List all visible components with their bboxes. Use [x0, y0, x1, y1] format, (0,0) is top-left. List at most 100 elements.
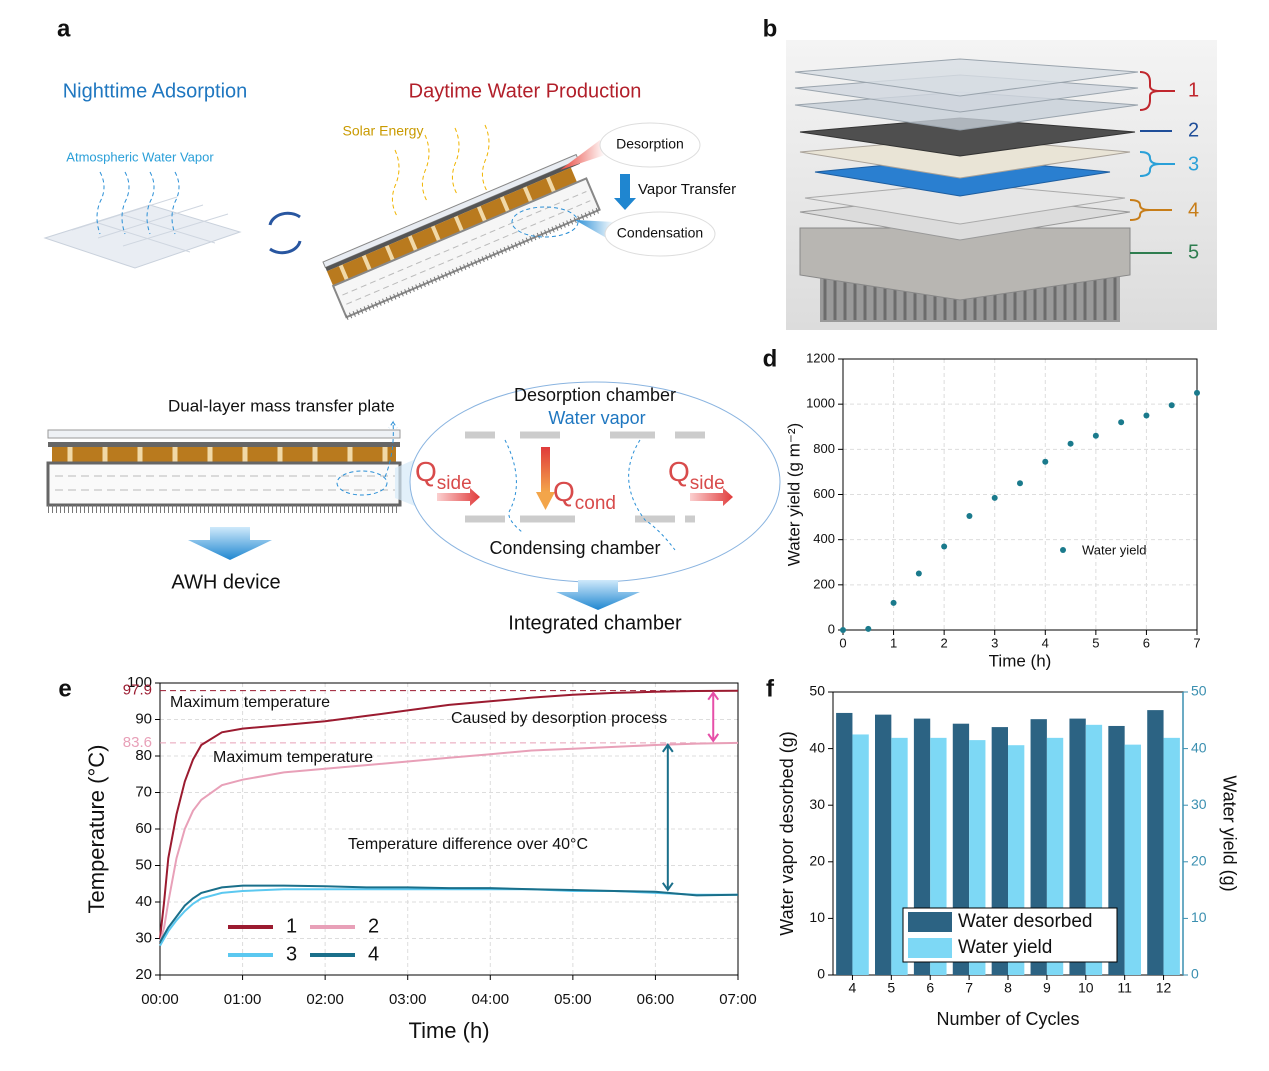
adsorbent-stripes	[67, 447, 388, 463]
point	[915, 570, 922, 577]
transfer-arrow-head	[614, 198, 636, 210]
vapor-arrows	[96, 171, 180, 235]
condensation-label: Condensation	[617, 225, 703, 241]
arrow	[707, 690, 720, 743]
x-tick-label: 07:00	[719, 991, 757, 1008]
x-tick-label: 4	[1042, 635, 1049, 650]
y2-tick-label: 30	[1191, 796, 1207, 812]
x-tick-label: 4	[849, 980, 857, 996]
point	[1042, 458, 1049, 465]
plot-frame	[842, 358, 1198, 631]
x-tick-label: 0	[839, 635, 846, 650]
y-axis-label: Water vapor desorbed (g)	[777, 731, 797, 935]
solar-label: Solar Energy	[343, 123, 424, 139]
legend-marker	[1060, 547, 1066, 553]
vapor-paths	[504, 439, 676, 551]
legend-swatch	[908, 938, 952, 958]
y-tick-label: 600	[813, 486, 835, 501]
left-title: Nighttime Adsorption	[63, 80, 248, 102]
x-tick-label: 9	[1043, 980, 1051, 996]
point	[1168, 402, 1175, 409]
layer-4b	[804, 182, 1126, 225]
y-tick-label: 30	[809, 796, 825, 812]
y-tick-label: 400	[813, 531, 835, 546]
x-tick-label: 06:00	[637, 991, 675, 1008]
x-tick-label: 1	[890, 635, 897, 650]
q-side-arrow	[690, 488, 733, 506]
x-tick-label: 05:00	[554, 991, 592, 1008]
down-arrow	[188, 527, 272, 560]
panel-c: Dual-layer mass transfer plate AWH devic…	[46, 381, 781, 634]
y-tick-label: 100	[127, 674, 152, 691]
plates	[465, 431, 705, 523]
callout-number: 2	[1188, 119, 1199, 141]
condensing-chamber: Condensing chamber	[489, 538, 660, 558]
down-arrow	[556, 580, 640, 610]
series-line	[159, 888, 738, 947]
x-tick-label: 10	[1078, 980, 1094, 996]
q-side-arrow	[437, 488, 480, 506]
vapor-label: Atmospheric Water Vapor	[66, 149, 214, 164]
point	[1017, 480, 1023, 487]
q-cond-head	[536, 492, 555, 510]
panel-letter: e	[58, 675, 71, 702]
legend-swatch	[908, 912, 952, 932]
bar	[836, 712, 853, 975]
desorption-cone	[560, 140, 605, 170]
y-tick-label: 70	[135, 783, 152, 800]
legend-label: 1	[286, 915, 297, 937]
legend-label: 3	[286, 943, 297, 965]
x-tick-label: 01:00	[224, 991, 262, 1008]
q-side: Qside	[668, 456, 725, 494]
series-line	[159, 689, 739, 939]
y-tick-label: 0	[828, 621, 835, 636]
y-tick-label: 30	[135, 929, 152, 946]
point	[1067, 440, 1074, 447]
x-tick-label: 7	[965, 980, 973, 996]
annotation: Caused by desorption process	[451, 710, 667, 727]
point	[890, 599, 897, 606]
transfer-label: Vapor Transfer	[638, 181, 736, 198]
glass	[47, 429, 401, 439]
x-tick-label: 2	[941, 635, 948, 650]
panel-letter: f	[766, 675, 775, 702]
y-tick-label: 90	[135, 710, 152, 727]
panel-b: b 1 2 3 4 5	[763, 15, 1217, 330]
subscript: side	[690, 473, 725, 494]
bar	[1163, 737, 1180, 975]
point	[966, 512, 973, 519]
chart-d: d 0 200 400 600 800 1000 1200 0 1 2 3 4 5 6 7 Time (h) Wa…	[763, 345, 1201, 670]
x-axis-label: Number of Cycles	[936, 1009, 1079, 1029]
y2-tick-label: 50	[1191, 683, 1207, 699]
x-tick-label: 7	[1193, 635, 1200, 650]
y2-axis-label: Water yield (g)	[1219, 775, 1239, 891]
plate-label: Dual-layer mass transfer plate	[168, 396, 395, 415]
x-tick-label: 6	[926, 980, 934, 996]
x-tick-label: 02:00	[306, 991, 344, 1008]
y2-tick-label: 10	[1191, 909, 1207, 925]
layer-2	[799, 117, 1136, 157]
subscript: cond	[575, 493, 616, 514]
y-axis-label: Temperature (°C)	[84, 745, 109, 914]
reference-label: 97.9	[123, 682, 152, 699]
y-tick-label: 50	[809, 683, 825, 699]
y-tick-label: 20	[135, 966, 152, 983]
y-tick-label: 1200	[806, 350, 835, 365]
point	[865, 625, 872, 632]
y-tick-label: 0	[817, 966, 825, 982]
x-tick-label: 03:00	[389, 991, 427, 1008]
bar	[1124, 744, 1141, 975]
transfer-arrow	[620, 174, 630, 198]
x-tick-label: 12	[1156, 980, 1172, 996]
point	[1143, 412, 1150, 419]
legend-label: 4	[368, 943, 379, 965]
annotation: Temperature difference over 40°C	[348, 836, 588, 853]
y2-tick-label: 20	[1191, 853, 1207, 869]
water-vapor: Water vapor	[548, 408, 645, 428]
device	[322, 153, 601, 320]
x-axis-label: Time (h)	[989, 651, 1052, 670]
y-axis-label: Water yield (g m⁻²)	[784, 423, 803, 566]
desorption-label: Desorption	[616, 136, 684, 152]
plot-frame	[159, 682, 739, 976]
